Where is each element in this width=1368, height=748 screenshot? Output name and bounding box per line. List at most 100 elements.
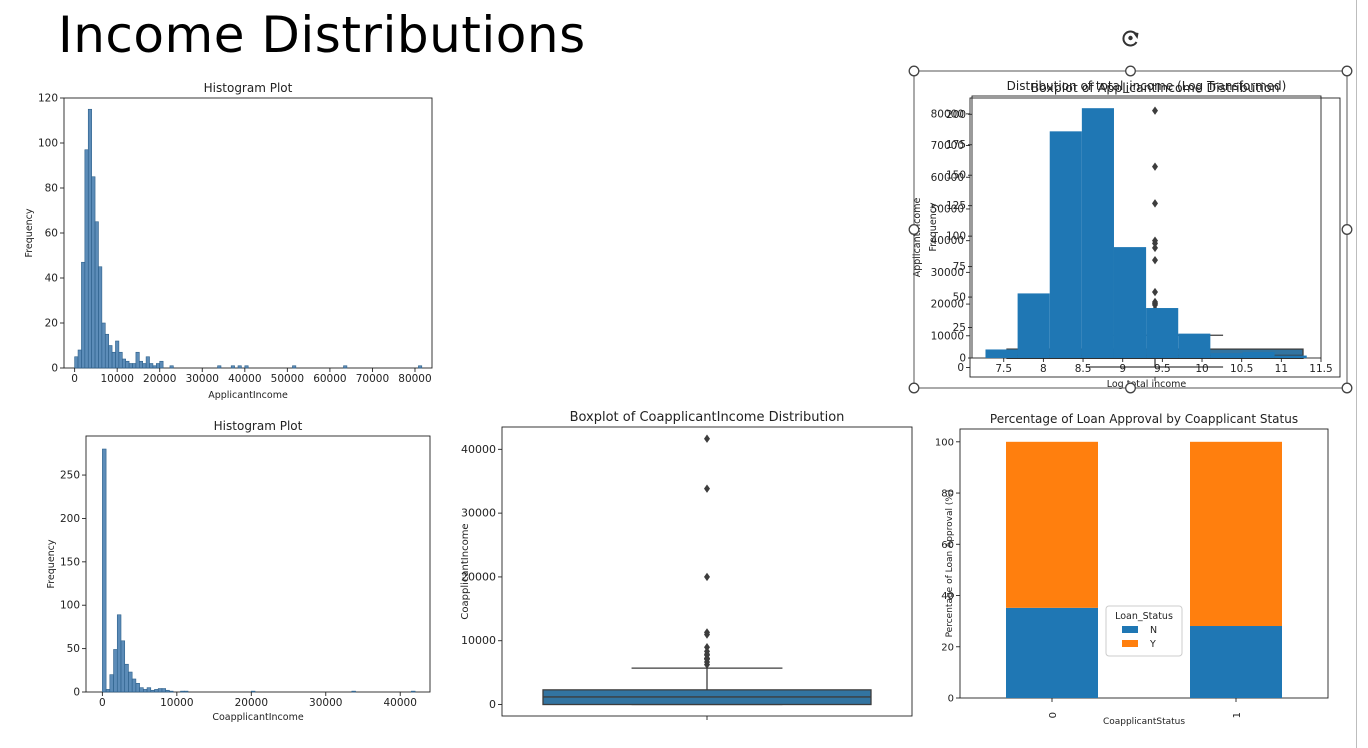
y-tick-label: 50 (953, 292, 966, 304)
y-tick-label: 40 (941, 591, 954, 602)
legend-swatch-Y (1122, 640, 1138, 647)
y-tick-label: 30000 (461, 507, 496, 520)
histogram-bar (411, 690, 416, 693)
plot-frame (959, 428, 1329, 699)
y-axis-label: Frequency (46, 539, 57, 588)
legend-label: Y (1149, 639, 1156, 650)
plot-frame (85, 435, 431, 693)
histogram-bar (146, 687, 152, 693)
y-tick-label: 250 (60, 470, 80, 482)
y-tick-label: 100 (946, 231, 966, 243)
histogram-bar (142, 363, 147, 369)
y-tick-label: 40 (45, 273, 58, 285)
histogram-bar (161, 688, 166, 693)
x-axis-label: CoapplicantIncome (212, 712, 304, 723)
y-tick-label: 100 (38, 138, 58, 150)
y-tick-label: 20000 (461, 570, 496, 583)
plot-frame (63, 97, 433, 369)
outlier-point (1152, 300, 1158, 310)
x-tick-label: 8 (1040, 363, 1047, 375)
resize-handle (908, 382, 920, 394)
histogram-bar (135, 683, 140, 693)
x-tick-label: 0 (71, 373, 78, 385)
y-axis-label: CoapplicantIncome (460, 523, 471, 619)
y-tick-label: 75 (953, 261, 966, 273)
histogram-bar (116, 614, 122, 693)
chart-title: Boxplot of ApplicantIncome Distribution (1031, 80, 1280, 95)
histogram-bar (139, 687, 144, 693)
outlier-point (704, 484, 710, 493)
histogram-bar (1049, 131, 1082, 358)
x-tick-label: 0 (99, 697, 106, 709)
histogram-bar (165, 689, 170, 693)
applicant-income-boxplot: Boxplot of ApplicantIncome Distribution A… (912, 80, 1341, 381)
y-tick-label: 80 (45, 183, 58, 195)
resize-handle (1125, 65, 1136, 77)
y-tick-label: 40000 (461, 443, 496, 456)
histogram-bar (1113, 247, 1147, 358)
histogram-bar (94, 221, 99, 369)
histogram-bar (1274, 355, 1307, 358)
y-tick-label: 0 (948, 694, 954, 705)
histogram-bar (1081, 108, 1114, 359)
histogram-bar (244, 365, 249, 369)
y-tick-label: 175 (946, 139, 966, 151)
coapplicant-income-histogram: Histogram Plot Frequency CoapplicantIncome… (46, 419, 431, 723)
histogram-bar (120, 640, 126, 693)
rotate-handle-icon[interactable] (1122, 30, 1139, 47)
y-axis-label: Frequency (928, 202, 939, 251)
y-axis-label: Percentage of Loan Approval (%) (945, 490, 955, 638)
slide-title: Income Distributions (58, 6, 586, 64)
x-tick-label: 60000 (313, 373, 346, 385)
histogram-bar (180, 690, 185, 693)
y-tick-label: 0 (51, 363, 58, 375)
x-tick-label: 30000 (309, 697, 342, 709)
x-axis-label: Log total income (1107, 379, 1187, 390)
y-tick-label: 120 (38, 93, 58, 105)
histogram-bar (152, 365, 157, 369)
y-tick-label: 0 (73, 687, 80, 699)
histogram-bar (111, 351, 116, 369)
histogram-bar (91, 176, 96, 369)
resize-handle (1341, 382, 1353, 394)
log-total-income-histogram[interactable]: Distribution of total_income (Log Transf… (900, 28, 1358, 398)
histogram-bar (87, 108, 92, 369)
resize-handle (908, 224, 920, 235)
outlier-point (704, 434, 710, 443)
histogram-bar (237, 365, 242, 369)
histogram-bar (985, 349, 1018, 358)
histogram-bar (159, 360, 164, 369)
histogram-bar (125, 360, 130, 369)
chart-title: Histogram Plot (214, 419, 303, 433)
y-tick-label: 80000 (931, 108, 964, 120)
histogram-bar (1017, 293, 1050, 358)
histogram-bar (145, 356, 150, 369)
stacked-bar-Y (1190, 441, 1282, 627)
x-tick-label: 30000 (186, 373, 219, 385)
histogram-bar (169, 365, 174, 369)
x-tick-label: 8.5 (1075, 363, 1092, 375)
outlier-point (704, 572, 710, 582)
histogram-bar (98, 266, 103, 369)
chart-title: Percentage of Loan Approval by Coapplica… (990, 412, 1298, 426)
histogram-bar (131, 678, 137, 693)
x-tick-label: 40000 (384, 697, 417, 709)
histogram-bar (1178, 333, 1211, 358)
y-tick-label: 50 (67, 643, 80, 655)
histogram-bar (157, 688, 163, 693)
x-tick-label: 50000 (271, 373, 304, 385)
resize-handle (1125, 382, 1136, 394)
histogram-bar (121, 358, 126, 369)
x-tick-label: 80000 (398, 373, 431, 385)
y-tick-label: 0 (957, 362, 964, 374)
y-tick-label: 60000 (931, 172, 964, 184)
y-tick-label: 25 (953, 322, 966, 334)
outlier-point (1152, 162, 1158, 171)
histogram-bar (81, 261, 86, 369)
x-axis-label: ApplicantIncome (208, 390, 288, 401)
histogram-bar (169, 690, 174, 693)
histogram-bar (102, 448, 107, 693)
histogram-bar (143, 689, 148, 693)
y-tick-label: 10000 (931, 330, 964, 342)
x-tick-label: 10000 (100, 373, 133, 385)
